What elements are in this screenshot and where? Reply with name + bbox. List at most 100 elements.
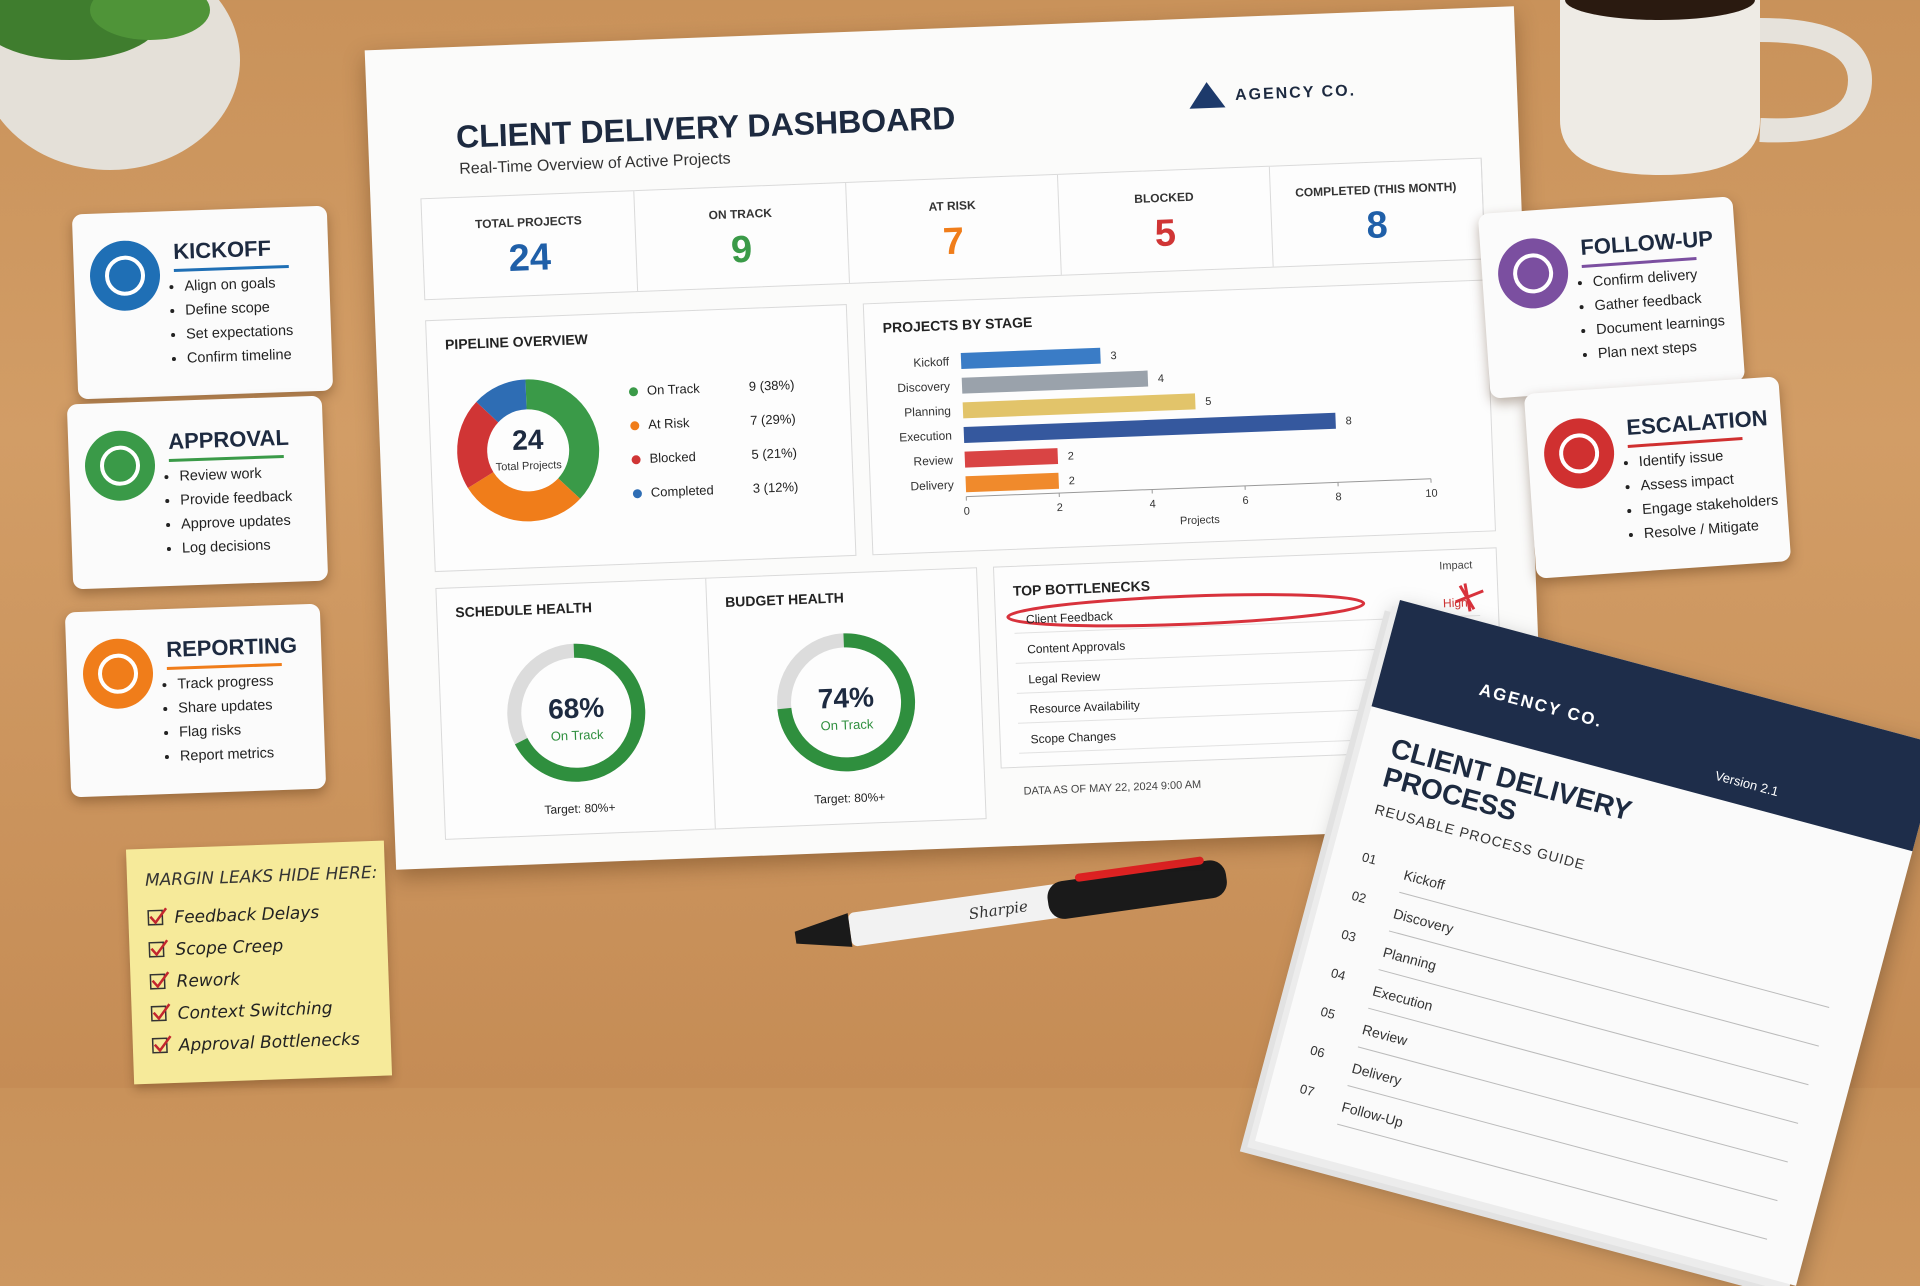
step-number: 03 [1340,927,1358,945]
icon-ring [1560,434,1598,472]
panel-title: PIPELINE OVERVIEW [445,331,588,352]
sticky-item: Rework [176,970,240,992]
legend-dot [631,455,640,464]
gauge-value: 68% [547,692,604,725]
checkbox [150,1034,173,1057]
checkbox [148,970,171,993]
card-list: Confirm deliveryGather feedbackDocument … [1574,261,1727,367]
card-list: Review workProvide feedbackApprove updat… [161,461,294,561]
donut-center-label: Total Projects [496,459,563,474]
kpi-label: COMPLETED (THIS MONTH) [1270,179,1482,201]
icon-glyph [89,239,161,311]
icon-ring [106,257,143,294]
step-number: 07 [1298,1081,1316,1099]
card-list: Identify issueAssess impactEngage stakeh… [1620,441,1781,548]
gauge-target: Target: 80%+ [715,786,985,810]
step-number: 04 [1329,965,1347,983]
kpi-label: BLOCKED [1058,187,1270,209]
bottleneck-name: Resource Availability [1029,698,1140,716]
bar-value-label: 8 [1345,415,1352,427]
mug [1560,0,1760,175]
y-tick-label: Review [913,453,953,469]
pen-barrel [848,881,1080,947]
bar [965,448,1059,468]
process-card: FOLLOW-UPConfirm deliveryGather feedback… [1478,196,1745,398]
gauge: 74% On Track [758,614,934,790]
kpi-value: 5 [1059,209,1272,260]
bar [961,348,1101,369]
card-icon [1542,416,1617,491]
gauge-status: On Track [550,727,604,744]
legend-label: Blocked [649,449,696,466]
page: Sharpie CLIENT DELIVERY DASHBOARD Real-T… [0,0,1920,1088]
sticky-item: Scope Creep [175,936,283,960]
icon-glyph [82,637,154,709]
checkbox [146,906,169,929]
step-name: Kickoff [1402,867,1446,893]
card-title: REPORTING [166,632,298,663]
process-card: REPORTING Track progressShare updatesFlag… [65,604,326,798]
y-tick-label: Discovery [897,379,950,395]
legend-value: 7 (29%) [750,411,796,428]
gauge-value: 74% [817,681,874,714]
bar [964,413,1336,443]
card-title: APPROVAL [168,425,289,455]
process-card: ESCALATIONIdentify issueAssess impactEng… [1524,376,1791,578]
step-number: 05 [1319,1004,1337,1022]
icon-glyph [1542,416,1617,491]
legend-label: Completed [651,482,714,499]
pen: Sharpie [792,853,1229,956]
bar [963,393,1196,418]
card-list: Track progressShare updatesFlag risksRep… [159,669,276,769]
icon-glyph [1496,236,1571,311]
legend-dot [629,387,638,396]
sticky-item: Feedback Delays [174,903,320,928]
brand-logo [1186,79,1227,111]
step-number: 01 [1360,849,1378,867]
step-name: Follow-Up [1340,1099,1405,1131]
process-card: APPROVAL Review workProvide feedbackAppro… [67,396,328,590]
y-tick-label: Delivery [910,478,954,494]
card-item: Confirm timeline [187,343,295,371]
card-title: KICKOFF [173,236,272,265]
bar [965,473,1059,493]
kpi-label: TOTAL PROJECTS [422,211,634,233]
step-number: 02 [1350,888,1368,906]
card-item: Report metrics [180,741,277,768]
card-item: Flag risks [179,717,276,744]
x-tick-label: 4 [1149,498,1156,510]
card-item: Log decisions [182,533,295,561]
y-tick-label: Kickoff [913,354,950,369]
legend-value: 5 (21%) [751,445,797,462]
icon-glyph [84,429,156,501]
card-item: Share updates [178,693,275,720]
legend-value: 9 (38%) [749,377,795,394]
process-card: KICKOFF Align on goalsDefine scopeSet exp… [72,206,333,400]
x-tick-label: 6 [1242,495,1249,507]
card-icon [89,239,161,311]
bar-value-label: 4 [1158,373,1165,385]
card-title: FOLLOW-UP [1580,226,1714,261]
kpi-value: 8 [1270,201,1483,252]
card-list: Align on goalsDefine scopeSet expectatio… [166,271,294,371]
kpi-label: AT RISK [846,195,1058,217]
bottleneck-name: Legal Review [1028,670,1101,687]
pen-tip [793,913,852,954]
card-icon [1496,236,1571,311]
step-name: Delivery [1350,1060,1403,1089]
step-name: Execution [1371,983,1435,1014]
gauge-status: On Track [820,716,874,733]
kpi-value: 24 [423,233,636,284]
y-tick-label: Planning [904,404,951,420]
step-number: 06 [1309,1042,1327,1060]
x-tick-label: 8 [1335,491,1342,503]
footnote: DATA AS OF MAY 22, 2024 9:00 AM [1023,779,1201,798]
checkbox [149,1002,172,1025]
bottleneck-impact: High [1443,595,1468,610]
card-icon [84,429,156,501]
bar-value-label: 3 [1110,350,1117,362]
brand-name: AGENCY CO. [1235,82,1357,105]
